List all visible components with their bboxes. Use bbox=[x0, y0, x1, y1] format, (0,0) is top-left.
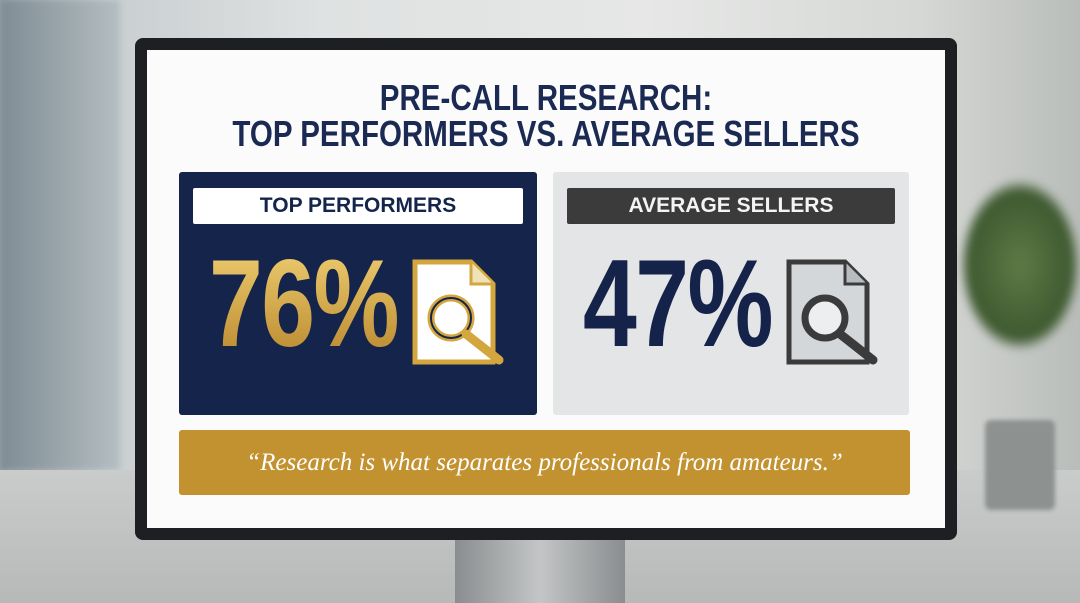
plant-pot bbox=[985, 420, 1055, 510]
document-magnifier-icon bbox=[412, 259, 504, 365]
title-line-2: TOP PERFORMERS VS. AVERAGE SELLERS bbox=[232, 113, 860, 154]
top-performers-panel: TOP PERFORMERS 76% bbox=[179, 172, 537, 415]
percentage-value: 47% bbox=[583, 235, 773, 373]
quote-banner: “Research is what separates professional… bbox=[179, 430, 910, 495]
panel-label: AVERAGE SELLERS bbox=[567, 188, 895, 224]
panel-label: TOP PERFORMERS bbox=[193, 188, 523, 224]
title-line-1: PRE-CALL RESEARCH: bbox=[379, 77, 713, 118]
percentage-value: 76% bbox=[209, 235, 399, 373]
monitor: PRE-CALL RESEARCH: TOP PERFORMERS VS. AV… bbox=[135, 38, 957, 540]
background-window bbox=[0, 0, 120, 470]
background-plant bbox=[960, 180, 1080, 350]
average-sellers-panel: AVERAGE SELLERS 47% bbox=[553, 172, 909, 415]
document-magnifier-icon bbox=[786, 259, 878, 365]
monitor-stand bbox=[455, 538, 625, 603]
infographic-screen: PRE-CALL RESEARCH: TOP PERFORMERS VS. AV… bbox=[147, 50, 945, 528]
